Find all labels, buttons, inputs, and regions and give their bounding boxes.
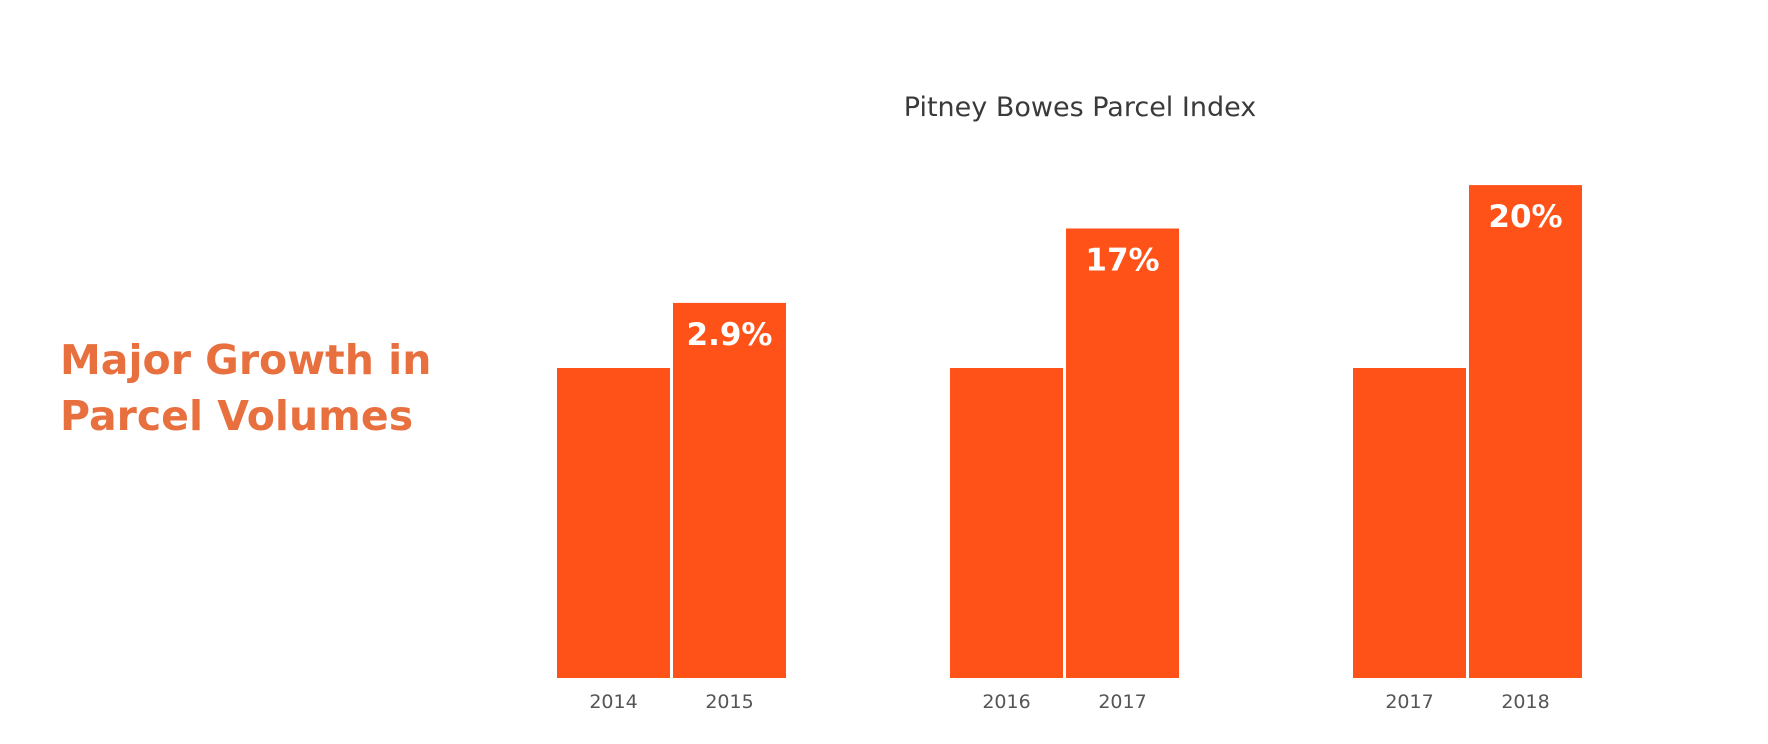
bar xyxy=(950,368,1063,678)
bar-group: 2016 17% 2017 xyxy=(950,228,1179,713)
bar-group: 2017 20% 2018 xyxy=(1353,185,1582,713)
bar xyxy=(1469,185,1582,678)
x-tick-label: 2018 xyxy=(1501,691,1549,713)
bar xyxy=(1353,368,1466,678)
bar-data-label: 17% xyxy=(1085,243,1159,279)
slide-heading-line-1: Major Growth in xyxy=(60,336,432,384)
x-tick-label: 2016 xyxy=(982,691,1030,713)
chart-title: Pitney Bowes Parcel Index xyxy=(903,92,1257,123)
bar xyxy=(1066,228,1179,678)
bar-data-label: 2.9% xyxy=(687,317,773,353)
x-tick-label: 2017 xyxy=(1098,691,1146,713)
bar-group: 2014 2.9% 2015 xyxy=(557,302,786,713)
bar xyxy=(673,302,786,678)
bar xyxy=(557,368,670,678)
slide-heading: Major Growth in Parcel Volumes xyxy=(60,332,480,444)
bar-data-label: 20% xyxy=(1488,199,1562,235)
x-tick-label: 2015 xyxy=(705,691,753,713)
x-tick-label: 2017 xyxy=(1385,691,1433,713)
x-tick-label: 2014 xyxy=(589,691,637,713)
slide-heading-line-2: Parcel Volumes xyxy=(60,392,414,440)
